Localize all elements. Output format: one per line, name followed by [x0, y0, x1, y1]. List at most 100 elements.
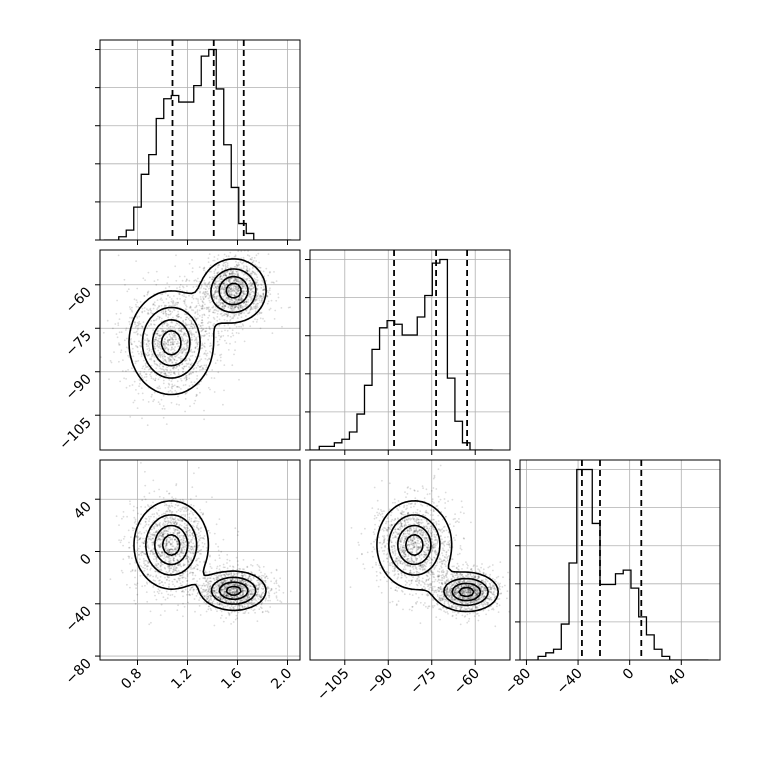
- sample-point: [184, 393, 187, 395]
- sample-point: [157, 343, 160, 345]
- sample-point: [231, 332, 234, 335]
- sample-point: [170, 359, 173, 361]
- sample-point: [185, 324, 188, 327]
- sample-point: [267, 253, 270, 256]
- sample-point: [201, 304, 204, 306]
- sample-point: [147, 290, 150, 293]
- sample-point: [169, 359, 172, 361]
- sample-point: [198, 287, 201, 290]
- sample-point: [170, 519, 173, 521]
- sample-point: [189, 305, 192, 308]
- sample-point: [228, 279, 231, 281]
- sample-point: [141, 367, 144, 370]
- sample-point: [202, 368, 205, 371]
- sample-point: [147, 544, 149, 547]
- sample-point: [169, 506, 172, 508]
- sample-point: [131, 343, 133, 346]
- sample-point: [249, 287, 252, 290]
- sample-point: [242, 256, 245, 259]
- sample-point: [150, 311, 152, 314]
- sample-point: [242, 284, 245, 287]
- sample-point: [132, 509, 135, 512]
- sample-point: [229, 277, 232, 280]
- sample-point: [195, 395, 198, 397]
- sample-point: [168, 314, 170, 316]
- sample-point: [197, 298, 199, 300]
- sample-point: [196, 563, 198, 566]
- sample-point: [190, 371, 192, 374]
- sample-point: [159, 569, 161, 571]
- sample-point: [187, 561, 190, 563]
- sample-point: [172, 348, 175, 350]
- sample-point: [238, 296, 241, 298]
- sample-point: [176, 386, 179, 388]
- sample-point: [218, 280, 221, 282]
- sample-point: [144, 364, 147, 367]
- sample-point: [226, 283, 229, 286]
- sample-point: [190, 566, 192, 569]
- sample-point: [222, 258, 225, 260]
- sample-point: [190, 557, 193, 559]
- sample-point: [157, 355, 160, 358]
- sample-point: [176, 297, 179, 300]
- sample-point: [246, 598, 249, 601]
- sample-point: [244, 287, 247, 290]
- sample-point: [247, 299, 250, 301]
- sample-point: [177, 504, 180, 507]
- sample-point: [200, 526, 203, 529]
- sample-point: [188, 359, 191, 362]
- sample-point: [235, 556, 238, 559]
- sample-point: [210, 597, 213, 600]
- sample-point: [262, 293, 265, 296]
- sample-point: [159, 363, 162, 366]
- sample-point: [213, 391, 216, 393]
- sample-point: [199, 549, 202, 552]
- sample-point: [115, 312, 118, 315]
- sample-point: [162, 533, 165, 536]
- sample-point: [145, 379, 148, 382]
- sample-point: [238, 308, 241, 310]
- sample-point: [256, 306, 259, 309]
- sample-point: [231, 302, 234, 304]
- sample-point: [161, 323, 164, 326]
- sample-point: [168, 339, 171, 342]
- sample-point: [200, 587, 203, 590]
- sample-point: [225, 593, 228, 595]
- sample-point: [289, 306, 291, 309]
- sample-point: [146, 308, 148, 311]
- sample-point: [237, 290, 239, 293]
- sample-point: [212, 600, 215, 603]
- sample-point: [140, 505, 143, 508]
- sample-point: [172, 341, 175, 344]
- sample-point: [156, 279, 159, 281]
- sample-point: [158, 370, 161, 373]
- sample-point: [234, 584, 236, 586]
- sample-point: [188, 593, 191, 596]
- sample-point: [141, 585, 144, 588]
- sample-point: [241, 323, 244, 326]
- sample-point: [207, 297, 210, 300]
- sample-point: [224, 283, 227, 286]
- sample-point: [170, 548, 173, 551]
- sample-point: [164, 372, 167, 375]
- sample-point: [241, 574, 244, 577]
- marginal-histogram-p1: [305, 249, 511, 455]
- sample-point: [184, 360, 186, 362]
- sample-point: [248, 268, 251, 270]
- sample-point: [213, 587, 216, 590]
- sample-point: [245, 279, 248, 282]
- sample-point: [223, 285, 226, 287]
- sample-point: [185, 296, 187, 298]
- sample-point: [214, 291, 217, 294]
- sample-point: [201, 319, 204, 322]
- sample-point: [246, 277, 249, 280]
- sample-point: [196, 345, 199, 348]
- sample-point: [237, 304, 240, 307]
- sample-point: [159, 565, 162, 568]
- sample-point: [208, 306, 210, 309]
- sample-point: [229, 288, 232, 291]
- sample-point: [201, 344, 204, 346]
- sample-point: [217, 283, 220, 286]
- sample-point: [203, 314, 206, 317]
- sample-point: [195, 582, 198, 585]
